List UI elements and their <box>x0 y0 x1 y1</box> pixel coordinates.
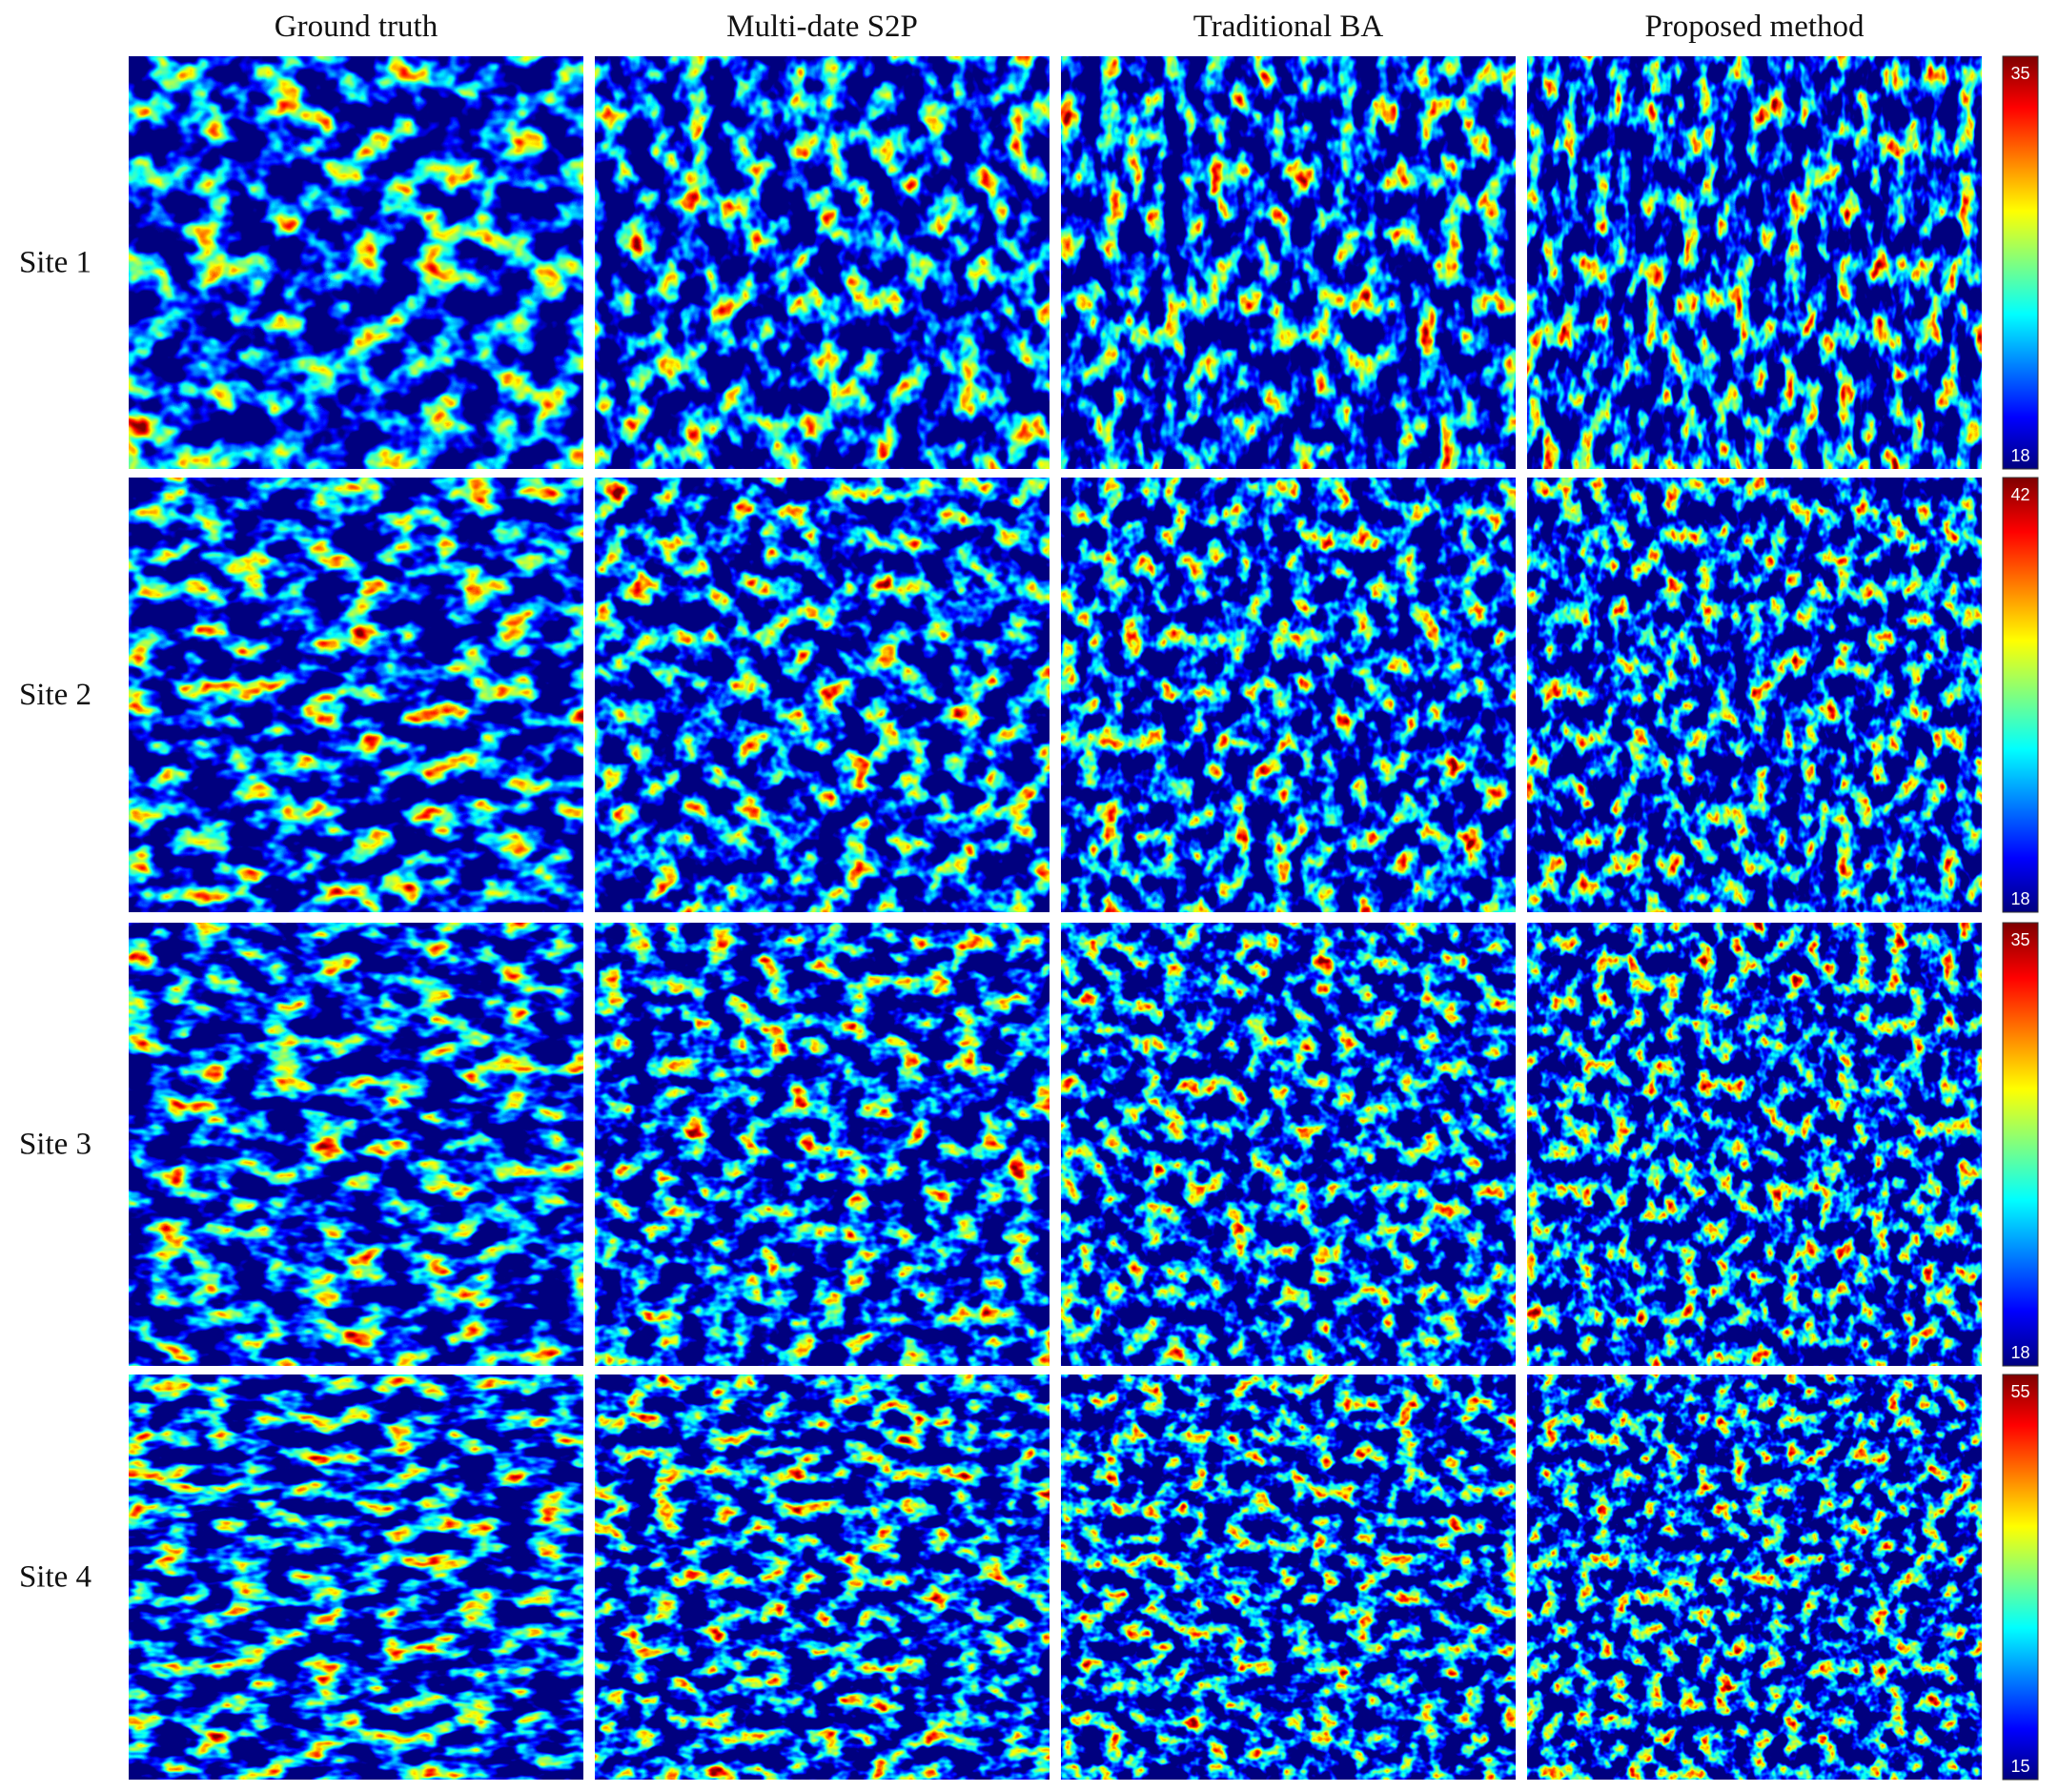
colorbar-min: 18 <box>2010 446 2029 465</box>
height-map <box>1527 923 1982 1366</box>
colorbar <box>2002 1374 2039 1781</box>
height-map <box>1527 478 1982 912</box>
height-map <box>129 923 583 1366</box>
colorbar <box>2002 922 2039 1367</box>
column-header: Proposed method <box>1644 10 1865 44</box>
height-map <box>1061 1375 1516 1780</box>
height-map <box>129 1375 583 1780</box>
height-map <box>595 478 1050 912</box>
row-label: Site 3 <box>19 1128 92 1162</box>
row-label: Site 1 <box>19 246 92 280</box>
height-map <box>1061 56 1516 469</box>
height-map <box>1527 56 1982 469</box>
column-header: Multi-date S2P <box>726 10 918 44</box>
colorbar <box>2002 55 2039 470</box>
colorbar-min: 18 <box>2010 1343 2029 1362</box>
colorbar-max: 55 <box>2010 1382 2029 1401</box>
height-map <box>1061 478 1516 912</box>
row-label: Site 4 <box>19 1560 92 1595</box>
height-map <box>1527 1375 1982 1780</box>
height-map <box>595 56 1050 469</box>
colorbar-max: 42 <box>2010 485 2029 504</box>
height-map <box>1061 923 1516 1366</box>
height-map <box>595 1375 1050 1780</box>
height-map <box>595 923 1050 1366</box>
colorbar-min: 18 <box>2010 889 2029 908</box>
colorbar <box>2002 477 2039 913</box>
column-header: Ground truth <box>275 10 438 44</box>
colorbar-max: 35 <box>2010 930 2029 949</box>
height-map <box>129 478 583 912</box>
row-label: Site 2 <box>19 678 92 712</box>
colorbar-max: 35 <box>2010 64 2029 83</box>
colorbar-min: 15 <box>2010 1757 2029 1776</box>
column-header: Traditional BA <box>1193 10 1384 44</box>
height-map <box>129 56 583 469</box>
